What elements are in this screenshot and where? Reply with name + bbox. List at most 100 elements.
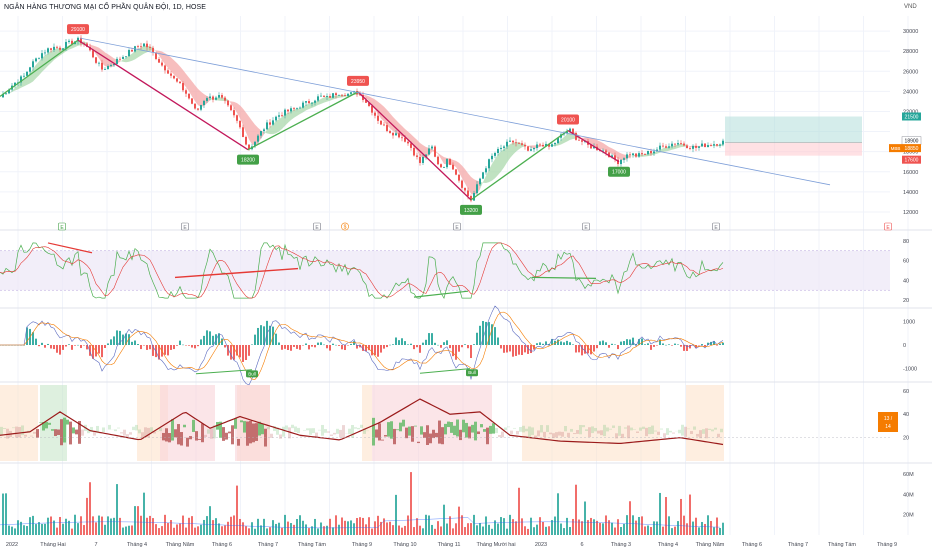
macd-bar: [167, 345, 169, 356]
candle-body: [380, 120, 382, 125]
volume-bar: [98, 515, 100, 535]
candle-body: [491, 155, 493, 160]
macd-bar: [395, 337, 397, 345]
candle-body: [197, 108, 199, 110]
cloud-segment: [15, 85, 18, 91]
candle-body: [164, 65, 166, 71]
di-fill-bar: [78, 420, 81, 444]
volume-bar: [668, 516, 670, 535]
volume-bar: [320, 522, 322, 535]
macd-bar: [452, 345, 454, 357]
volume-bar: [599, 522, 601, 535]
candle-body: [713, 144, 715, 146]
di-fill-bar: [636, 431, 639, 433]
volume-bar: [521, 518, 523, 535]
candle-body: [278, 115, 280, 117]
di-fill-bar: [546, 425, 549, 432]
volume-bar: [230, 516, 232, 535]
swing-label: 23950: [351, 79, 365, 85]
candle-body: [248, 144, 250, 150]
adx-line: [0, 398, 724, 446]
chart-title: NGÂN HÀNG THƯƠNG MẠI CỔ PHẦN QUÂN ĐỘI, 1…: [4, 4, 207, 11]
volume-bar: [662, 526, 664, 535]
adx-axis-tick: 40: [903, 412, 909, 418]
volume-bars: [2, 472, 724, 535]
bull-label: Bull: [248, 371, 256, 376]
candle-body: [593, 146, 595, 149]
volume-bar: [590, 517, 592, 535]
macd-bar: [68, 344, 70, 345]
adx-band: [686, 385, 724, 461]
candle-body: [131, 50, 133, 52]
earnings-marker-label: E: [455, 225, 459, 231]
cloud-segment: [288, 111, 291, 123]
volume-bar: [509, 514, 511, 535]
volume-bar: [131, 525, 133, 535]
di-fill-bar: [96, 425, 99, 434]
volume-bar: [620, 526, 622, 535]
cloud-segment: [516, 141, 519, 152]
di-fill-bar: [108, 424, 111, 430]
candle-body: [536, 144, 538, 148]
di-fill-bar: [351, 424, 354, 438]
price-axis-tick: 12000: [903, 210, 918, 216]
cloud-segment: [555, 142, 558, 147]
macd-bar: [152, 345, 154, 356]
swing-label-box: [347, 75, 369, 86]
rsi-axis-tick: 40: [903, 278, 909, 284]
macd-bar: [332, 343, 334, 345]
candle-body: [143, 43, 145, 47]
candle-body: [272, 120, 274, 125]
candle-body: [296, 107, 298, 109]
candle-body: [503, 146, 505, 148]
candle-body: [653, 151, 655, 154]
cloud-segment: [507, 144, 510, 163]
macd-bar: [674, 343, 676, 345]
volume-bar: [77, 523, 79, 535]
price-tag-box: [902, 112, 921, 121]
cloud-segment: [195, 85, 198, 106]
di-fill-bar: [243, 421, 246, 433]
macd-bar: [392, 344, 394, 345]
di-fill-bar: [597, 430, 600, 434]
volume-bar: [632, 515, 634, 535]
di-fill-bar: [621, 433, 624, 439]
macd-bar: [587, 345, 589, 354]
candle-body: [542, 144, 544, 147]
di-fill-bar: [555, 432, 558, 438]
cloud-segment: [456, 160, 459, 173]
volume-bar: [179, 523, 181, 535]
volume-bar: [155, 524, 157, 535]
candle-body: [77, 37, 79, 42]
macd-bar: [284, 345, 286, 349]
candle-body: [209, 96, 211, 99]
cloud-segment: [654, 151, 657, 155]
cloud-segment: [282, 114, 285, 130]
macd-bar: [653, 345, 655, 347]
volume-bar: [374, 521, 376, 535]
adx-tag-line: 14: [885, 424, 891, 430]
dividend-marker-label: $: [344, 225, 347, 231]
candle-body: [395, 133, 397, 136]
macd-bar: [257, 327, 259, 345]
volume-bar: [680, 498, 682, 535]
volume-bar: [392, 525, 394, 535]
candle-body: [626, 154, 628, 159]
candle-body: [608, 152, 610, 158]
macd-bar: [203, 335, 205, 345]
macd-bar: [32, 332, 34, 345]
macd-bar: [347, 345, 349, 346]
candle-body: [401, 137, 403, 139]
di-fill-bar: [54, 429, 57, 437]
volume-bar: [473, 514, 475, 535]
volume-bar: [488, 524, 490, 535]
macd-bar: [185, 345, 187, 346]
macd-bar: [260, 325, 262, 345]
macd-bar: [401, 338, 403, 345]
di-fill-bar: [144, 427, 147, 438]
di-fill-bar: [699, 430, 702, 439]
candle-body: [437, 156, 439, 165]
cloud-segment: [159, 50, 162, 60]
macd-bar: [542, 343, 544, 345]
